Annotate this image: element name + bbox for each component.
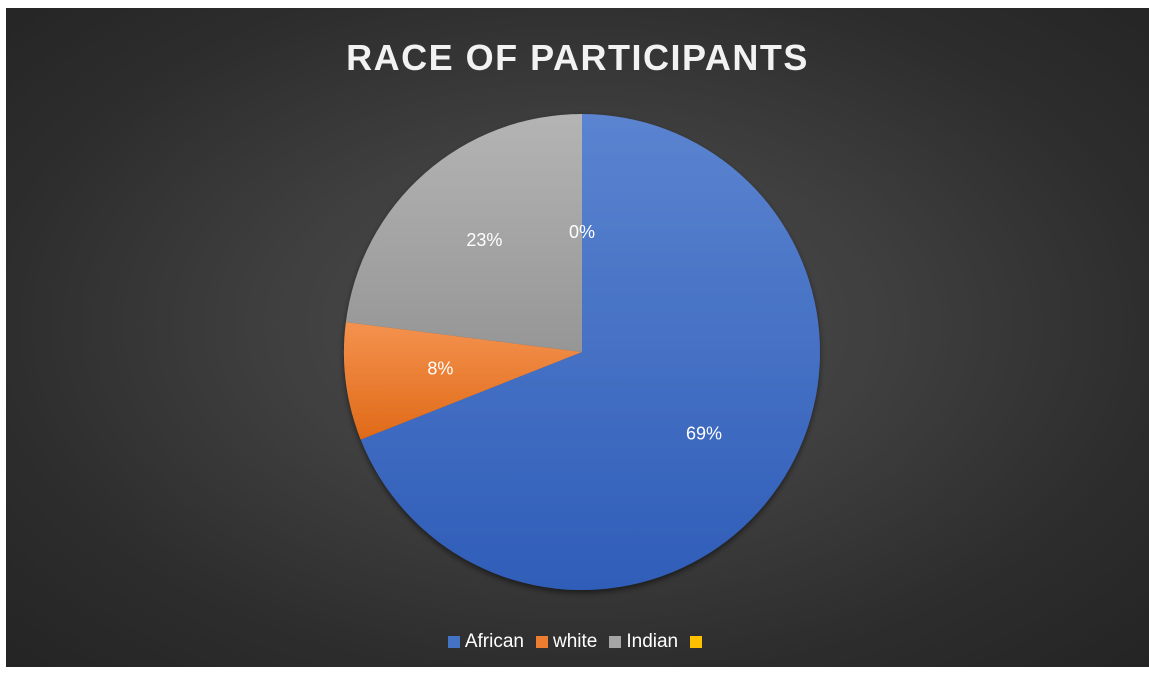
pie-chart: 69% 8% 23% 0% — [344, 114, 820, 591]
data-label-white: 8% — [427, 359, 453, 379]
legend-label-white: white — [553, 631, 598, 652]
pie-slice-african — [360, 114, 820, 591]
legend-swatch-unlabeled — [690, 636, 703, 648]
data-label-unlabeled: 0% — [569, 222, 595, 242]
legend-swatch-white — [536, 636, 548, 648]
chart-legend: African white Indian — [6, 630, 1149, 654]
legend-item-white: white — [536, 630, 597, 654]
data-label-indian: 23% — [466, 230, 502, 250]
chart-title: RACE OF PARTICIPANTS — [346, 37, 809, 78]
legend-item-african: African — [447, 630, 524, 654]
legend-label-african: African — [464, 631, 524, 652]
legend-swatch-african — [447, 636, 460, 648]
pie-slice-indian — [345, 114, 582, 352]
legend-swatch-indian — [609, 636, 622, 648]
legend-item-unlabeled — [690, 636, 707, 648]
legend-item-indian: Indian — [609, 630, 678, 654]
chart-area: RACE OF PARTICIPANTS 69% 8% — [6, 8, 1149, 667]
pie-slice-white — [344, 322, 582, 440]
data-label-african: 69% — [686, 424, 722, 444]
legend-label-indian: Indian — [626, 631, 679, 652]
